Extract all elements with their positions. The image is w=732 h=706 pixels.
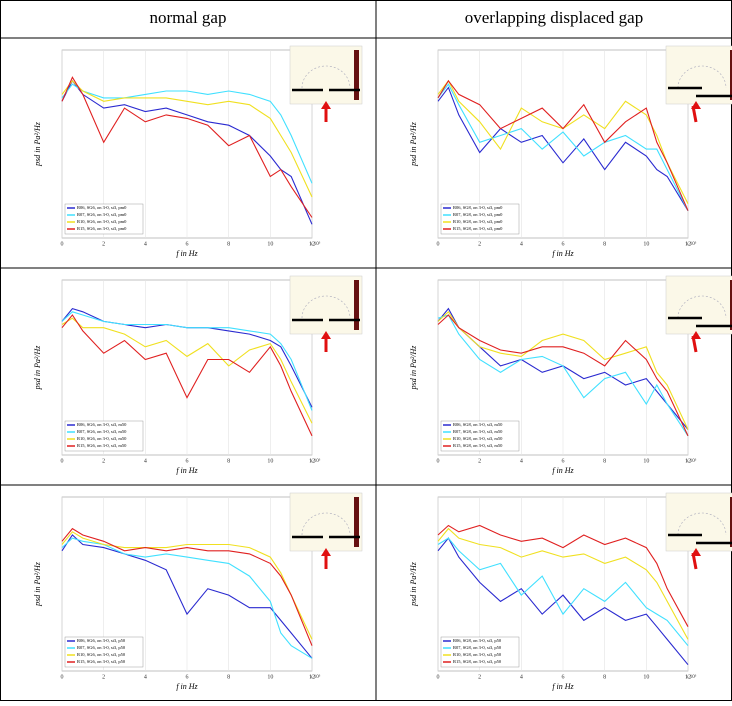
y-axis-label: psd in Pa²/Hz [409, 561, 418, 607]
x-tick-label: 10 [267, 458, 273, 464]
x-multiplier: x 10³ [310, 674, 321, 680]
x-tick-label: 10 [643, 241, 649, 247]
x-multiplier: x 10³ [686, 674, 697, 680]
x-tick-label: 2 [102, 458, 105, 464]
inset [290, 46, 362, 104]
x-tick-label: 8 [603, 241, 606, 247]
x-tick-label: 8 [227, 458, 230, 464]
x-tick-label: 2 [478, 241, 481, 247]
y-axis-label: psd in Pa²/Hz [409, 345, 418, 391]
x-axis-label: f in Hz [176, 682, 198, 691]
column-header: overlapping displaced gap [465, 8, 643, 27]
x-tick-label: 4 [520, 241, 523, 247]
inset [290, 276, 362, 334]
x-multiplier: x 10³ [686, 458, 697, 464]
x-tick-label: 0 [61, 458, 64, 464]
column-header: normal gap [150, 8, 227, 27]
x-tick-label: 8 [227, 241, 230, 247]
x-tick-label: 4 [520, 458, 523, 464]
y-axis-label: psd in Pa²/Hz [33, 345, 42, 391]
x-tick-label: 0 [61, 241, 64, 247]
inset [290, 493, 362, 551]
inset-colorbar [354, 280, 359, 330]
inset-colorbar [354, 50, 359, 100]
x-tick-label: 6 [562, 458, 565, 464]
x-tick-label: 4 [144, 674, 147, 680]
x-tick-label: 10 [643, 458, 649, 464]
x-axis-label: f in Hz [552, 682, 574, 691]
x-tick-label: 4 [144, 458, 147, 464]
x-tick-label: 8 [227, 674, 230, 680]
x-tick-label: 0 [437, 241, 440, 247]
x-tick-label: 2 [102, 241, 105, 247]
x-multiplier: x 10³ [686, 241, 697, 247]
x-multiplier: x 10³ [310, 458, 321, 464]
x-tick-label: 6 [186, 674, 189, 680]
x-tick-label: 8 [603, 674, 606, 680]
x-tick-label: 4 [520, 674, 523, 680]
x-tick-label: 2 [478, 458, 481, 464]
document-table: normal gap overlapping displaced gap 0 2 4… [0, 0, 732, 701]
x-tick-label: 8 [603, 458, 606, 464]
x-tick-label: 10 [643, 674, 649, 680]
y-axis-label: psd in Pa²/Hz [33, 561, 42, 607]
x-axis-label: f in Hz [176, 466, 198, 475]
x-tick-label: 6 [186, 458, 189, 464]
x-tick-label: 4 [144, 241, 147, 247]
x-tick-label: 10 [267, 241, 273, 247]
x-tick-label: 2 [478, 674, 481, 680]
x-axis-label: f in Hz [176, 249, 198, 258]
x-tick-label: 0 [437, 458, 440, 464]
x-tick-label: 6 [186, 241, 189, 247]
x-axis-label: f in Hz [552, 249, 574, 258]
x-tick-label: 6 [562, 241, 565, 247]
y-axis-label: psd in Pa²/Hz [33, 121, 42, 167]
x-tick-label: 0 [61, 674, 64, 680]
x-tick-label: 0 [437, 674, 440, 680]
x-axis-label: f in Hz [552, 466, 574, 475]
x-tick-label: 10 [267, 674, 273, 680]
x-tick-label: 6 [562, 674, 565, 680]
y-axis-label: psd in Pa²/Hz [409, 121, 418, 167]
inset-colorbar [354, 497, 359, 547]
chart: 024681012x 10³f in Hzpsd in Pa²/HzR06, S… [409, 276, 732, 475]
x-multiplier: x 10³ [310, 241, 321, 247]
x-tick-label: 2 [102, 674, 105, 680]
